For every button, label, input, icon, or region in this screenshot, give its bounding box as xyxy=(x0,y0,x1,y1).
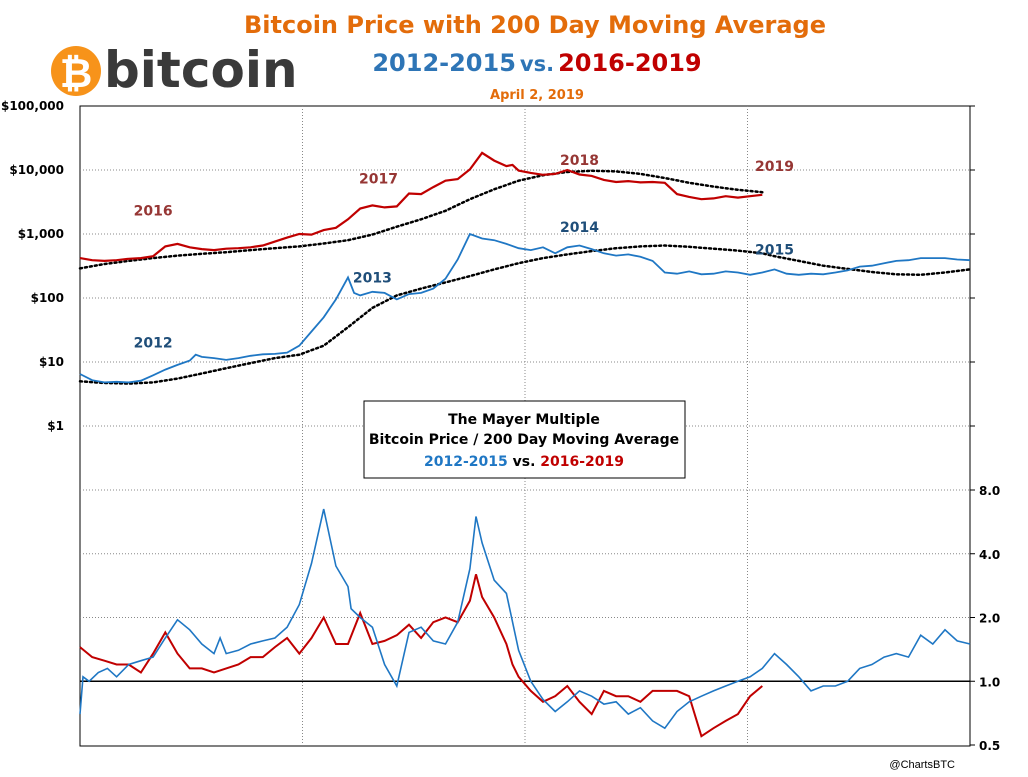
price-tick-label: $100,000 xyxy=(1,99,64,113)
mayer-box-vs: vs. xyxy=(508,454,541,470)
mayer-multiple-box: The Mayer Multiple Bitcoin Price / 200 D… xyxy=(363,400,686,479)
year-label-2013: 2013 xyxy=(353,270,392,286)
year-label-2019: 2019 xyxy=(755,159,794,175)
axis-ticks: $1 $10 $100 $1,000 $10,000 $100,000 0.5 1.0 2.0 4… xyxy=(1,99,1000,753)
series-lines xyxy=(78,151,972,738)
mayer-box-periods: 2012-2015 vs. 2016-2019 xyxy=(424,454,624,470)
price-tick-label: $100 xyxy=(31,291,64,305)
price-line-2016-2019 xyxy=(79,151,763,263)
year-labels: 2012 2013 2014 2015 2016 2017 2018 2019 xyxy=(134,153,794,351)
ma-line-2012-2015 xyxy=(78,244,972,385)
mayer-line-2016-2019 xyxy=(79,574,763,738)
mayer-box-title: The Mayer Multiple xyxy=(448,412,600,428)
credit-text: @ChartsBTC xyxy=(889,759,955,771)
mayer-box-subtitle: Bitcoin Price / 200 Day Moving Average xyxy=(369,432,679,448)
mayer-box-frame xyxy=(363,400,686,479)
year-label-2014: 2014 xyxy=(560,220,599,236)
mayer-tick-label: 2.0 xyxy=(979,612,1000,626)
bitcoin-coin-icon xyxy=(51,46,101,96)
mayer-line-2012-2015 xyxy=(79,508,971,730)
chart-subtitle: 2012-2015 vs. 2016-2019 xyxy=(372,49,701,77)
year-label-2016: 2016 xyxy=(134,203,173,219)
chart-date: April 2, 2019 xyxy=(490,88,584,103)
subtitle-vs: vs. xyxy=(520,52,554,76)
mayer-tick-label: 8.0 xyxy=(979,484,1000,498)
bitcoin-logo: ₿ bitcoin xyxy=(51,41,298,99)
mayer-box-period-a: 2012-2015 xyxy=(424,454,508,470)
price-tick-label: $10,000 xyxy=(9,163,64,177)
subtitle-period-a: 2012-2015 xyxy=(372,49,516,77)
price-tick-label: $1 xyxy=(47,419,64,433)
subtitle-period-b: 2016-2019 xyxy=(558,49,702,77)
year-label-2017: 2017 xyxy=(359,172,398,188)
price-line-2012-2015 xyxy=(79,232,971,384)
year-label-2012: 2012 xyxy=(134,335,173,351)
bitcoin-wordmark: bitcoin xyxy=(104,41,298,99)
chart-title: Bitcoin Price with 200 Day Moving Averag… xyxy=(244,11,826,39)
ma-line-2016-2019 xyxy=(78,169,764,270)
mayer-tick-label: 1.0 xyxy=(979,675,1000,689)
bitcoin-symbol: ₿ xyxy=(60,51,93,97)
price-tick-label: $10 xyxy=(39,355,64,369)
year-label-2015: 2015 xyxy=(755,242,794,258)
price-tick-label: $1,000 xyxy=(18,227,64,241)
mayer-tick-label: 0.5 xyxy=(979,739,1000,753)
mayer-tick-label: 4.0 xyxy=(979,548,1000,562)
mayer-box-period-b: 2016-2019 xyxy=(540,454,624,470)
year-label-2018: 2018 xyxy=(560,153,599,169)
